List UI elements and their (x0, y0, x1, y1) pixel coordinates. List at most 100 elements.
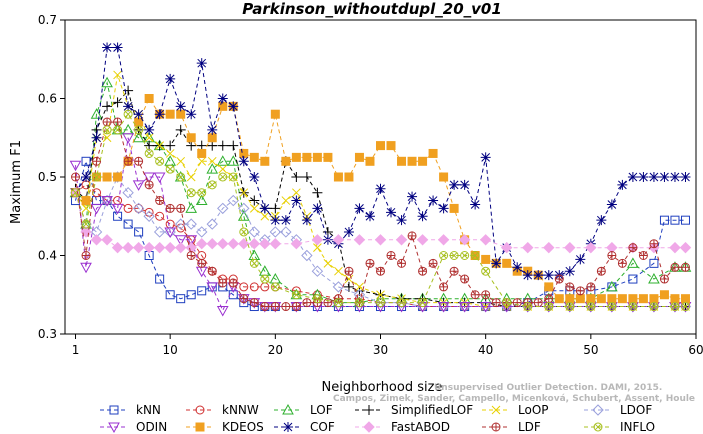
data-point-ldf (470, 290, 480, 300)
data-point-inflo (312, 294, 322, 304)
data-point-inflo (397, 298, 407, 308)
data-point-ldof (143, 210, 155, 222)
data-point-kdeos (596, 294, 606, 304)
data-point-kdeos (649, 294, 659, 304)
data-point-loop (218, 164, 228, 174)
x-tick-label: 20 (268, 343, 283, 357)
legend-swatch-marker (195, 405, 205, 415)
data-point-cof (343, 226, 354, 237)
data-point-fastabod (227, 238, 239, 250)
data-point-cof (165, 73, 176, 84)
data-point-ldf (617, 258, 627, 268)
y-axis-label: Maximum F1 (9, 140, 24, 224)
data-point-fastabod (564, 241, 576, 254)
data-point-odin (437, 302, 450, 313)
data-point-fastabod (416, 234, 429, 246)
data-point-cof (480, 152, 491, 163)
data-point-ldf (628, 243, 638, 253)
data-point-cof (312, 203, 323, 214)
data-point-inflo (102, 125, 112, 135)
data-point-odin (80, 262, 92, 274)
data-point-loop (239, 188, 249, 198)
data-point-ldf (554, 274, 564, 284)
legend-label-fastabod: FastABOD (391, 420, 450, 434)
series-layer (69, 42, 692, 317)
data-point-ldof (248, 226, 261, 238)
data-point-inflo (607, 302, 617, 312)
data-point-ldf (291, 302, 301, 312)
data-point-kdeos (344, 172, 354, 182)
data-point-simplifiedlof (228, 140, 239, 151)
data-point-knn (649, 258, 659, 268)
data-point-ldf (228, 278, 238, 288)
data-point-fastabod (585, 241, 597, 254)
data-point-lof (227, 155, 240, 166)
data-point-knnw (92, 188, 102, 198)
data-point-inflo (354, 298, 364, 308)
data-point-inflo (439, 251, 449, 260)
data-point-cof (617, 179, 628, 190)
data-point-cof (91, 132, 102, 143)
data-point-knn (155, 274, 165, 284)
data-point-fastabod (679, 241, 692, 254)
data-point-ldf (281, 302, 291, 312)
data-point-cof (112, 42, 123, 53)
data-point-simplifiedlof (112, 97, 123, 108)
data-point-loop (376, 290, 385, 300)
series-inflo (71, 109, 690, 312)
data-point-cof (596, 215, 607, 226)
data-point-knn (186, 290, 196, 300)
data-point-inflo (565, 302, 575, 312)
data-point-kdeos (386, 141, 396, 151)
data-point-ldof (311, 265, 324, 277)
data-point-kdeos (502, 258, 512, 268)
y-tick-label: 0.5 (38, 170, 57, 184)
data-point-kdeos (81, 196, 91, 206)
data-point-knnw (134, 203, 144, 213)
data-point-odin (111, 203, 124, 215)
data-point-simplifiedlof (186, 140, 197, 151)
x-tick-label: 30 (373, 343, 388, 357)
data-point-cof (354, 203, 365, 214)
data-point-simplifiedlof (249, 195, 260, 206)
data-point-ldf (659, 274, 669, 284)
data-point-ldf (680, 262, 690, 272)
data-point-cof (396, 215, 407, 226)
data-point-cof (470, 199, 481, 210)
data-point-cof (175, 101, 186, 112)
data-point-fastabod (101, 234, 113, 246)
chart-title: Parkinson_withoutdupl_20_v01 (242, 0, 502, 18)
data-point-odin (174, 235, 187, 246)
legend-swatch-marker (593, 422, 603, 432)
data-point-fastabod (90, 234, 103, 246)
data-point-inflo (228, 172, 238, 182)
data-point-kdeos (165, 109, 175, 119)
data-point-ldf (607, 251, 617, 260)
data-point-inflo (71, 188, 81, 198)
data-point-cof (102, 42, 113, 53)
x-tick-label: 50 (583, 343, 598, 357)
data-point-ldof (227, 194, 239, 207)
data-point-odin (122, 133, 134, 144)
data-point-ldof (280, 226, 292, 238)
plot-area: 1 10 20 30 40 50 60 0.3 0.4 0.5 0.6 0.7 (38, 13, 703, 357)
data-point-kdeos (586, 294, 596, 304)
x-tick-label: 60 (688, 343, 703, 357)
data-point-cof (543, 270, 554, 281)
data-point-inflo (649, 302, 659, 312)
data-point-kdeos (376, 141, 385, 151)
data-point-kdeos (144, 94, 154, 103)
data-point-lof (132, 131, 145, 143)
data-point-loop (334, 266, 343, 276)
data-point-cof (144, 124, 155, 135)
data-point-cof (459, 179, 470, 190)
data-point-simplifiedlof (301, 172, 312, 182)
data-point-lof (216, 155, 229, 166)
data-point-fastabod (669, 241, 681, 254)
data-point-simplifiedlof (270, 203, 281, 214)
data-point-simplifiedlof (102, 101, 113, 112)
data-point-cof (449, 179, 460, 190)
data-point-fastabod (217, 238, 229, 250)
data-point-ldf (123, 156, 133, 166)
data-point-kdeos (628, 294, 638, 304)
